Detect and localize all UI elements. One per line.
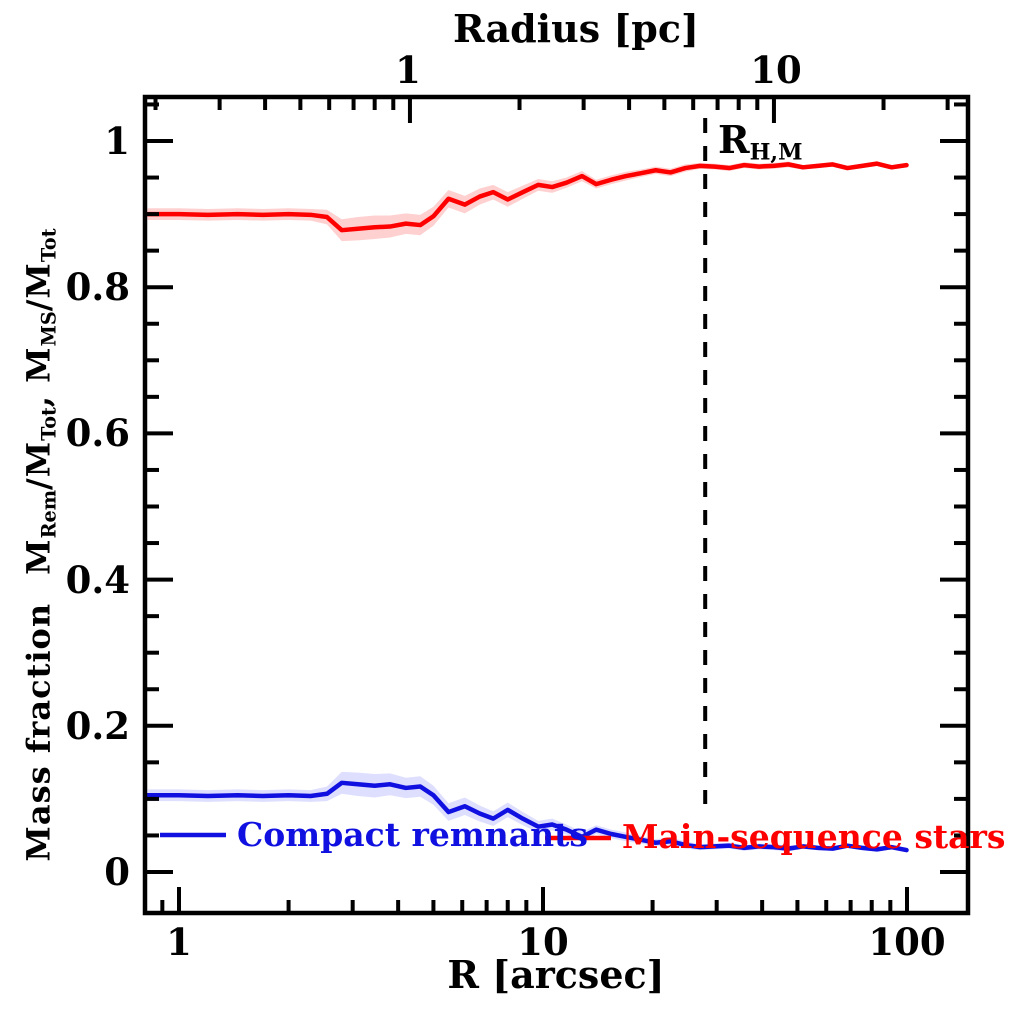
main-sequence-curve: [145, 161, 909, 233]
top-tick-label-10: 10: [750, 48, 802, 92]
x-tick-label-10: 10: [517, 920, 569, 964]
y-tick-label-1: 1: [104, 119, 130, 163]
y-tick-label-0: 0: [104, 850, 130, 894]
y-tick-label-02: 0.2: [65, 704, 130, 748]
top-axis-title: Radius [pc]: [453, 6, 699, 51]
y-tick-label-06: 0.6: [65, 411, 130, 455]
compact-remnants-curve: [145, 780, 909, 853]
top-tick-label-1: 1: [395, 48, 421, 92]
axis-ticks: [145, 97, 968, 913]
legend-label-main-sequence-stars: Main-sequence stars: [622, 817, 1006, 856]
ms-error-band: [147, 161, 907, 242]
remnant-error-band: [147, 771, 907, 853]
legend-label-compact-remnants: Compact remnants: [237, 815, 588, 854]
y-tick-label-08: 0.8: [65, 265, 130, 309]
y-axis-title: Mass fractionMRem/MTot, MMS/MTot: [19, 228, 61, 862]
half-mass-radius-annotation: RH,M: [718, 117, 803, 166]
bottom-axis-title: R [arcsec]: [447, 952, 665, 997]
x-tick-label-1: 1: [166, 920, 192, 964]
x-tick-label-100: 100: [868, 920, 946, 964]
y-tick-label-04: 0.4: [65, 558, 130, 602]
